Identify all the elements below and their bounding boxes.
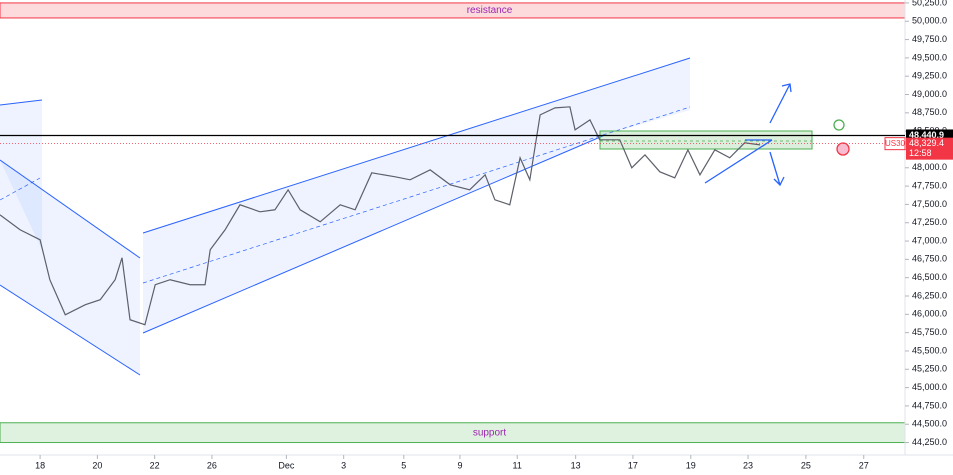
x-tick-label: 20 bbox=[92, 460, 102, 470]
channel-line bbox=[0, 159, 141, 259]
symbol-tag bbox=[884, 137, 906, 151]
y-tick-label: 50,250.0 bbox=[912, 0, 947, 7]
y-tick-label: 46,250.0 bbox=[912, 290, 947, 300]
y-tick-label: 49,250.0 bbox=[912, 71, 947, 81]
channel-fill bbox=[143, 58, 690, 333]
channel-line bbox=[142, 134, 606, 334]
x-tick-label: 23 bbox=[743, 460, 753, 470]
zone bbox=[0, 2, 906, 19]
channel-mid bbox=[0, 177, 41, 201]
channel-line bbox=[0, 284, 141, 376]
x-tick-label: 18 bbox=[35, 460, 45, 470]
price-label: 48,329.4 bbox=[909, 138, 944, 148]
countdown: 12:58 bbox=[909, 148, 932, 158]
arrow-down bbox=[769, 151, 785, 187]
arrow-up bbox=[769, 83, 792, 124]
x-tick-label: Dec bbox=[278, 460, 295, 470]
channel-fill bbox=[0, 160, 140, 375]
channel-mid bbox=[142, 106, 691, 284]
y-tick-label: 47,750.0 bbox=[912, 180, 947, 190]
x-tick-label: 5 bbox=[401, 460, 406, 470]
y-tick-label: 46,500.0 bbox=[912, 272, 947, 282]
y-tick-label: 49,000.0 bbox=[912, 89, 947, 99]
zone bbox=[0, 422, 906, 444]
y-tick-label: 45,750.0 bbox=[912, 327, 947, 337]
x-tick-label: 3 bbox=[341, 460, 346, 470]
level-label: 48,440.9 bbox=[909, 130, 944, 140]
y-tick-label: 49,500.0 bbox=[912, 52, 947, 62]
x-tick-label: 27 bbox=[859, 460, 869, 470]
x-tick-label: 25 bbox=[801, 460, 811, 470]
price-line bbox=[0, 106, 761, 326]
x-tick-label: 9 bbox=[457, 460, 462, 470]
x-tick-label: 17 bbox=[628, 460, 638, 470]
y-tick-label: 46,750.0 bbox=[912, 254, 947, 264]
y-tick-label: 44,250.0 bbox=[912, 437, 947, 447]
drawings bbox=[0, 57, 850, 376]
y-tick-label: 47,500.0 bbox=[912, 199, 947, 209]
x-tick-label: 11 bbox=[513, 460, 522, 470]
y-tick-label: 45,000.0 bbox=[912, 382, 947, 392]
y-tick-label: 45,250.0 bbox=[912, 364, 947, 374]
x-tick-label: 13 bbox=[571, 460, 581, 470]
channel-line bbox=[0, 99, 43, 106]
zone-label: resistance bbox=[467, 5, 513, 16]
x-tick-label: 22 bbox=[150, 460, 160, 470]
signal-down bbox=[836, 142, 850, 156]
triangle-line bbox=[704, 139, 773, 184]
channel-line bbox=[142, 57, 691, 234]
symbol-label: US30 bbox=[885, 139, 906, 148]
y-tick-label: 47,250.0 bbox=[912, 217, 947, 227]
signal-up bbox=[833, 119, 845, 131]
y-tick-label: 50,000.0 bbox=[912, 16, 947, 26]
y-tick-label: 49,750.0 bbox=[912, 34, 947, 44]
price-tag bbox=[906, 137, 953, 160]
x-tick-label: 19 bbox=[686, 460, 696, 470]
y-tick-label: 47,000.0 bbox=[912, 235, 947, 245]
y-tick-label: 44,750.0 bbox=[912, 400, 947, 410]
y-tick-label: 48,000.0 bbox=[912, 162, 947, 172]
range-box bbox=[599, 130, 813, 150]
y-tick-label: 46,000.0 bbox=[912, 309, 947, 319]
y-tick-label: 48,750.0 bbox=[912, 107, 947, 117]
y-tick-label: 44,500.0 bbox=[912, 419, 947, 429]
x-tick-label: 26 bbox=[207, 460, 217, 470]
zone-label: support bbox=[473, 427, 507, 438]
y-tick-label: 45,500.0 bbox=[912, 345, 947, 355]
